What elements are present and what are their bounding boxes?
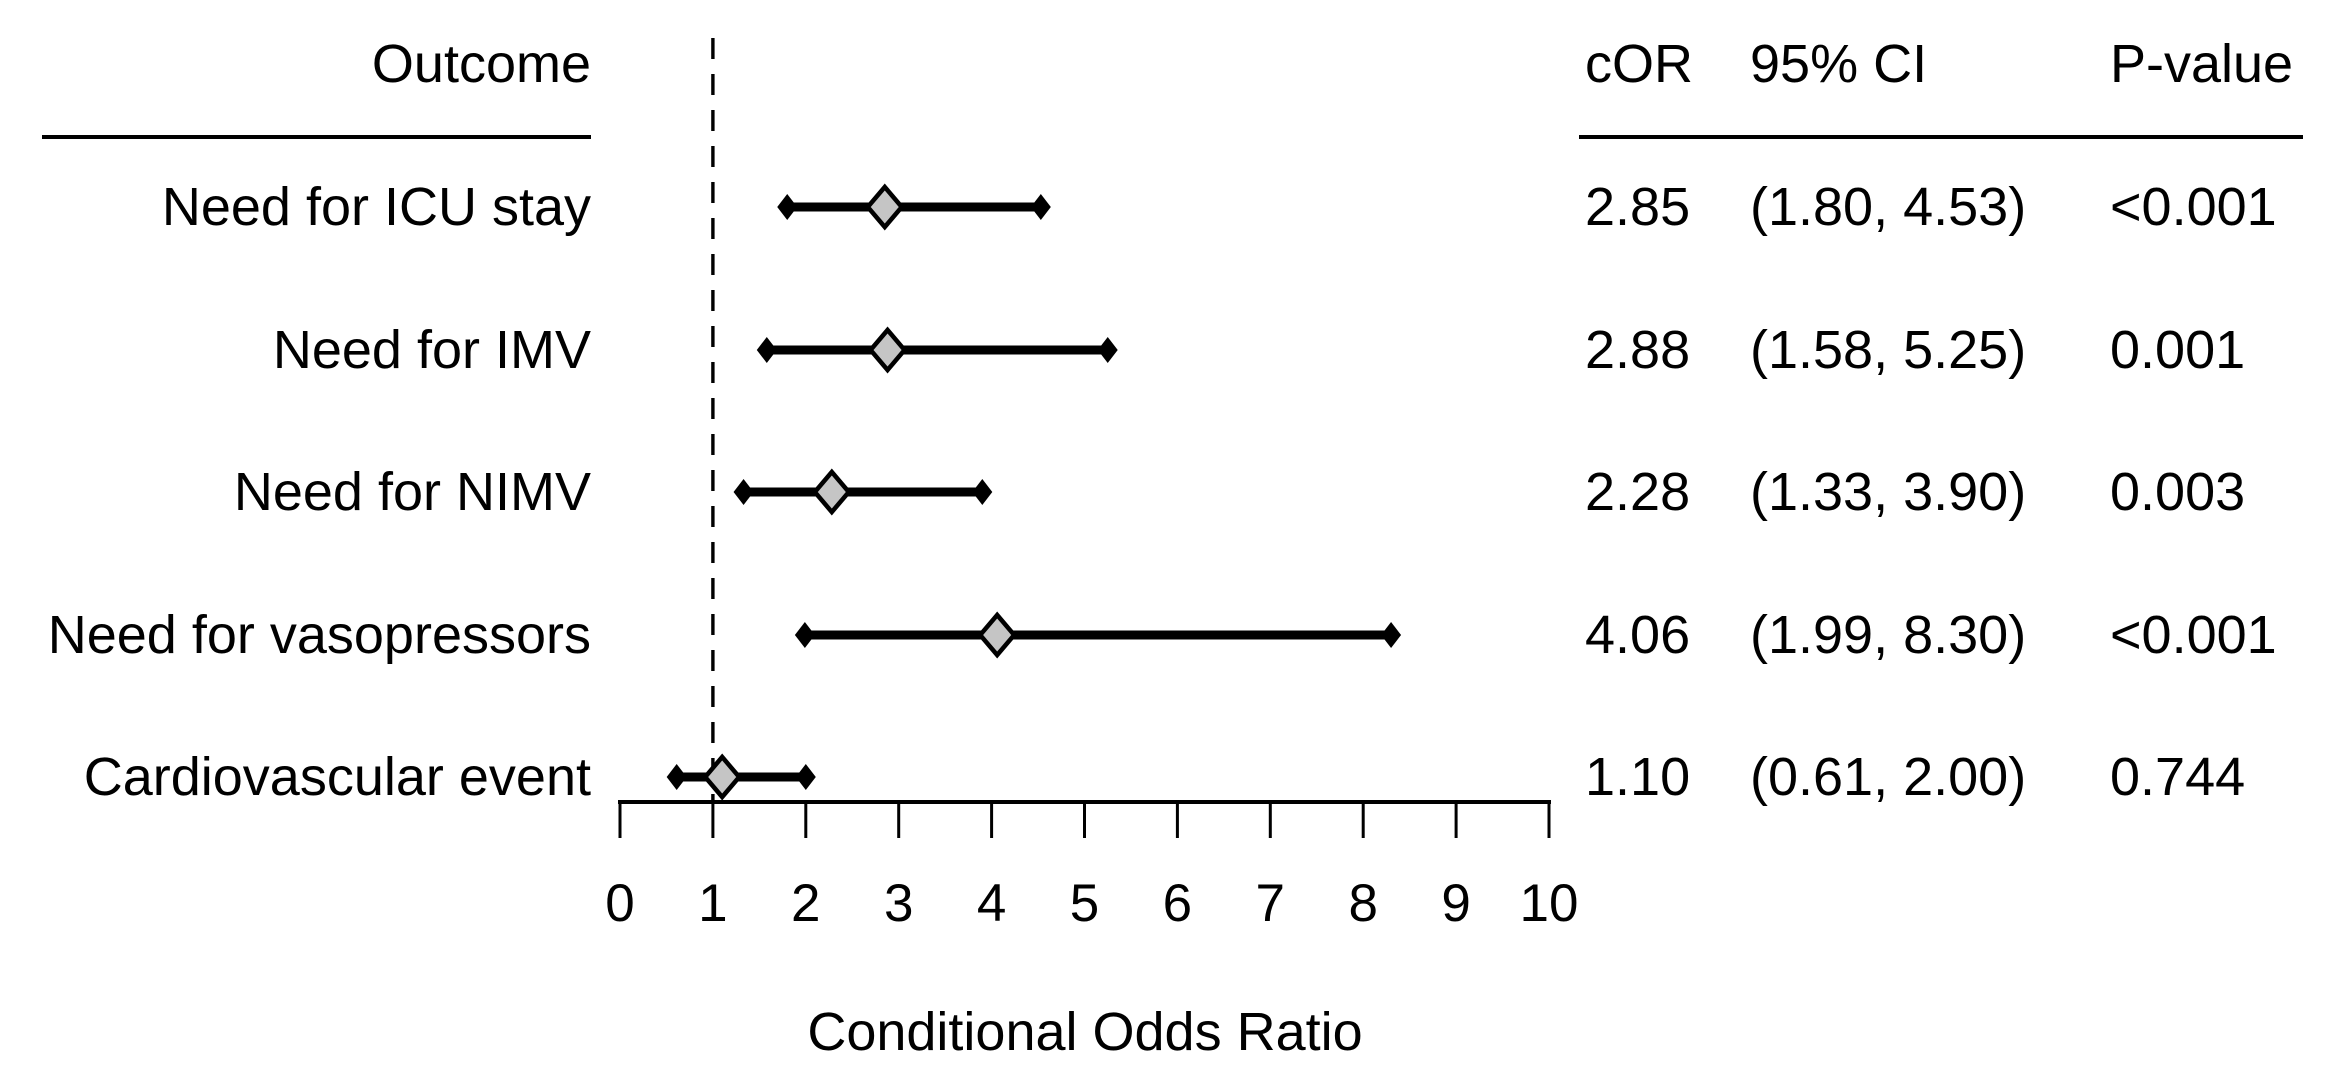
ci-value: (0.61, 2.00): [1750, 747, 2027, 807]
ci-column-header: 95% CI: [1750, 34, 1928, 94]
x-axis-tick-label: 0: [605, 874, 634, 933]
or-diamond: [867, 326, 908, 374]
stats-header-underline: [1579, 135, 2303, 139]
ci-endcap-high: [1381, 622, 1402, 648]
or-diamond: [977, 611, 1018, 659]
ci-endcap-low: [794, 622, 815, 648]
cor-value: 4.06: [1585, 605, 1691, 665]
cor-value: 2.88: [1585, 320, 1691, 380]
x-axis-tick-label: 8: [1348, 874, 1377, 933]
ci-endcap-low: [666, 764, 687, 790]
x-axis-tick-label: 3: [884, 874, 913, 933]
pvalue-value: <0.001: [2110, 605, 2277, 665]
ci-endcap-high: [1030, 194, 1051, 220]
ci-endcap-high: [972, 479, 993, 505]
x-axis-tick-label: 4: [977, 874, 1006, 933]
ci-endcap-high: [1097, 337, 1118, 363]
or-diamond: [702, 753, 743, 801]
cor-value: 1.10: [1585, 747, 1691, 807]
x-axis-label: Conditional Odds Ratio: [807, 1002, 1363, 1062]
ci-value: (1.80, 4.53): [1750, 177, 2027, 237]
ci-endcap-low: [733, 479, 754, 505]
outcome-header-underline: [42, 135, 591, 139]
ci-endcap-high: [795, 764, 816, 790]
ci-value: (1.58, 5.25): [1750, 320, 2027, 380]
outcome-label: Cardiovascular event: [83, 747, 591, 807]
pvalue-value: <0.001: [2110, 177, 2277, 237]
pvalue-value: 0.744: [2110, 747, 2246, 807]
or-diamond: [811, 468, 852, 516]
x-axis-tick-label: 7: [1256, 874, 1285, 933]
x-axis-tick-label: 2: [791, 874, 820, 933]
cor-value: 2.85: [1585, 177, 1691, 237]
x-axis-tick-label: 10: [1520, 874, 1579, 933]
pvalue-column-header: P-value: [2110, 34, 2294, 94]
x-axis-tick-label: 9: [1441, 874, 1470, 933]
cor-column-header: cOR: [1585, 34, 1693, 94]
outcome-column-header: Outcome: [371, 34, 591, 94]
outcome-label: Need for NIMV: [233, 462, 591, 522]
x-axis-tick-label: 1: [698, 874, 727, 933]
pvalue-value: 0.003: [2110, 462, 2246, 522]
ci-value: (1.99, 8.30): [1750, 605, 2027, 665]
ci-endcap-low: [777, 194, 798, 220]
outcome-label: Need for vasopressors: [47, 605, 591, 665]
outcome-label: Need for IMV: [272, 320, 591, 380]
cor-value: 2.28: [1585, 462, 1691, 522]
outcome-label: Need for ICU stay: [161, 177, 591, 237]
pvalue-value: 0.001: [2110, 320, 2246, 380]
x-axis-tick-label: 5: [1070, 874, 1099, 933]
ci-endcap-low: [756, 337, 777, 363]
x-axis-tick-label: 6: [1163, 874, 1192, 933]
or-diamond: [864, 183, 905, 231]
ci-value: (1.33, 3.90): [1750, 462, 2027, 522]
